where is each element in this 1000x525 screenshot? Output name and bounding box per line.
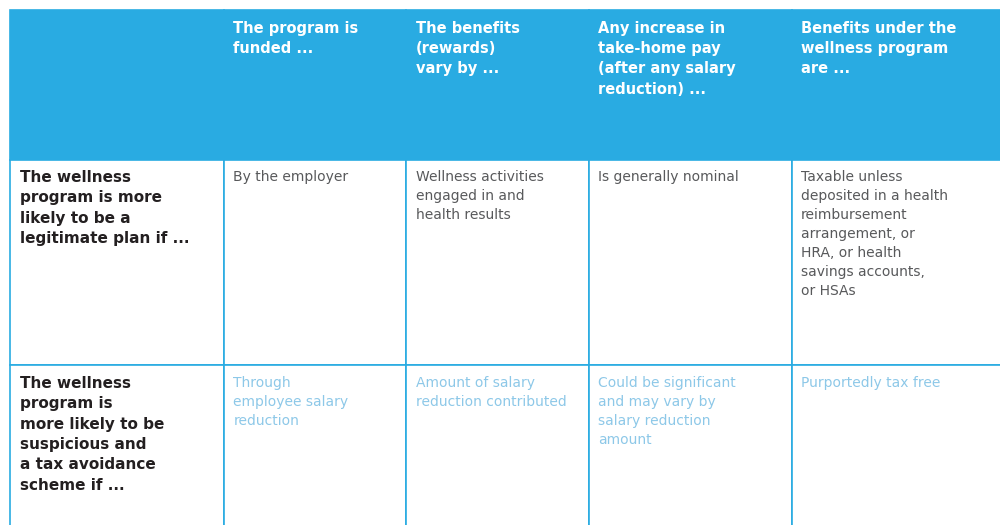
Bar (406, 10, 589, 160)
Bar (589, 10, 792, 160)
Text: Through
employee salary
reduction: Through employee salary reduction (233, 376, 348, 428)
Bar (406, 160, 589, 365)
Bar (10, 365, 224, 525)
Bar (792, 10, 1000, 160)
Text: Purportedly tax free: Purportedly tax free (801, 376, 940, 390)
Text: Amount of salary
reduction contributed: Amount of salary reduction contributed (416, 376, 566, 408)
Text: By the employer: By the employer (233, 170, 348, 184)
Bar (406, 365, 589, 525)
Bar (792, 365, 1000, 525)
Text: The wellness
program is
more likely to be
suspicious and
a tax avoidance
scheme : The wellness program is more likely to b… (20, 376, 164, 493)
Text: The program is
funded ...: The program is funded ... (233, 20, 359, 56)
Bar (224, 365, 406, 525)
Bar (589, 160, 792, 365)
Bar (792, 160, 1000, 365)
Text: The benefits
(rewards)
vary by ...: The benefits (rewards) vary by ... (416, 20, 520, 77)
Text: Is generally nominal: Is generally nominal (598, 170, 739, 184)
Text: Taxable unless
deposited in a health
reimbursement
arrangement, or
HRA, or healt: Taxable unless deposited in a health rei… (801, 170, 948, 298)
Bar (10, 160, 224, 365)
Text: The wellness
program is more
likely to be a
legitimate plan if ...: The wellness program is more likely to b… (20, 170, 189, 246)
Text: Any increase in
take-home pay
(after any salary
reduction) ...: Any increase in take-home pay (after any… (598, 20, 736, 97)
Bar (10, 10, 224, 160)
Bar (589, 365, 792, 525)
Text: Wellness activities
engaged in and
health results: Wellness activities engaged in and healt… (416, 170, 544, 222)
Bar (224, 160, 406, 365)
Text: Could be significant
and may vary by
salary reduction
amount: Could be significant and may vary by sal… (598, 376, 736, 447)
Bar (224, 10, 406, 160)
Text: Benefits under the
wellness program
are ...: Benefits under the wellness program are … (801, 20, 956, 77)
